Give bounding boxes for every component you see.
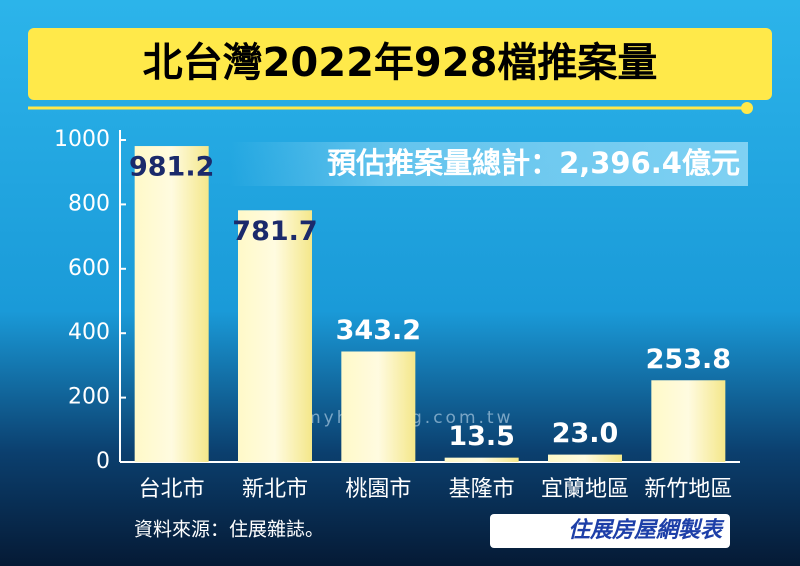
- bar: [238, 210, 312, 462]
- y-tick-label: 200: [68, 385, 110, 410]
- x-tick-label: 桃園市: [345, 477, 411, 502]
- y-tick-label: 0: [96, 449, 110, 474]
- bar: [134, 146, 209, 463]
- chart-title: 北台灣2022年928檔推案量: [143, 40, 658, 86]
- x-tick-label: 新北市: [242, 477, 308, 502]
- title-rule-dot: [741, 102, 753, 114]
- y-tick-label: 600: [68, 256, 110, 281]
- credit-box: [490, 514, 730, 548]
- value-label: 23.0: [552, 418, 619, 449]
- y-tick-label: 400: [68, 320, 110, 345]
- title-box: [28, 28, 772, 100]
- value-label: 343.2: [336, 315, 421, 346]
- x-tick-label: 新竹地區: [644, 477, 732, 502]
- y-tick-label: 1000: [54, 127, 110, 152]
- bar: [651, 380, 726, 462]
- value-label: 981.2: [129, 152, 214, 183]
- annotation: 預估推案量總計：2,396.4億元: [327, 146, 740, 180]
- value-label: 253.8: [646, 344, 731, 375]
- credit: 住展房屋網製表: [568, 517, 725, 543]
- y-tick-label: 800: [68, 191, 110, 216]
- annotation-band: [230, 142, 748, 186]
- value-label: 781.7: [232, 216, 317, 247]
- value-label: 13.5: [448, 421, 515, 452]
- x-tick-label: 宜蘭地區: [541, 477, 629, 502]
- x-tick-label: 基隆市: [449, 477, 515, 502]
- x-tick-label: 台北市: [139, 477, 205, 502]
- bar: [444, 457, 519, 462]
- source: 資料來源：住展雜誌。: [134, 519, 324, 541]
- bar: [548, 454, 622, 462]
- bar: [341, 351, 416, 462]
